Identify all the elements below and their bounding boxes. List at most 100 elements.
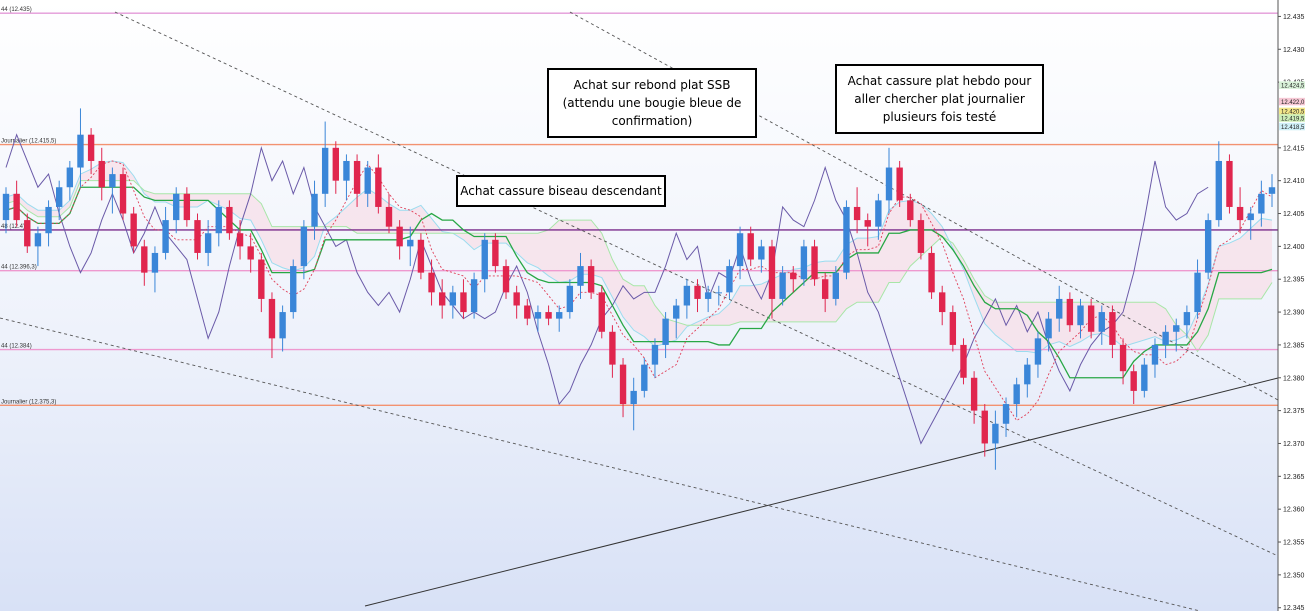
candle-up [343, 160, 350, 181]
candle-up [77, 134, 84, 168]
candle-down [385, 206, 393, 227]
candle-down [247, 246, 254, 260]
y-tick-label: 12.390 [1283, 310, 1305, 317]
trendline-descending-1 [114, 11, 1279, 557]
y-axis-background [1279, 0, 1306, 611]
candle-up [1013, 384, 1020, 405]
candle-up [1098, 312, 1105, 332]
annotation-line: aller chercher plat journalier [854, 92, 1025, 106]
candle-down [119, 174, 127, 214]
level-label: 48 (12.4) [1, 224, 25, 230]
candle-down [619, 364, 627, 405]
candle-down [821, 279, 829, 299]
y-tick-label: 12.415 [1283, 145, 1305, 152]
y-tick-label: 12.410 [1283, 178, 1305, 185]
level-label: Journalier (12.375,3) [1, 399, 56, 405]
candle-up [2, 193, 10, 221]
candle-up [321, 147, 329, 194]
candle-down [183, 193, 191, 221]
candle-up [800, 246, 808, 280]
candle-up [215, 206, 222, 234]
price-tag-label: 12.424,5 [1281, 83, 1305, 89]
y-tick-label: 12.365 [1283, 474, 1305, 481]
y-tick-label: 12.395 [1283, 277, 1305, 284]
candle-up [662, 318, 669, 345]
candle-down [694, 285, 701, 299]
candle-down [928, 252, 935, 293]
candle-down [970, 377, 978, 411]
level-label: Journalier (12.415,5) [1, 139, 56, 145]
candle-up [34, 233, 42, 247]
candle-up [470, 279, 478, 313]
candle-down [1066, 298, 1074, 326]
candle-down [258, 259, 265, 299]
candle-up [1141, 364, 1148, 391]
candle-up [534, 312, 542, 319]
chikou-span-line [5, 133, 1209, 445]
candle-down [939, 292, 946, 313]
price-tag-label: 12.422,0 [1281, 100, 1305, 106]
candle-down [396, 226, 403, 247]
annotation-line: plusieurs fois testé [882, 110, 997, 124]
price-tag-label: 12.418,5 [1281, 125, 1305, 131]
candle-up [875, 200, 882, 227]
y-tick-label: 12.370 [1283, 441, 1305, 448]
candle-up [1077, 305, 1084, 326]
candle-up [364, 167, 371, 194]
annotation-line: Achat cassure biseau descendant [460, 184, 662, 198]
y-tick-label: 12.380 [1283, 375, 1305, 382]
candle-up [704, 292, 712, 299]
annotation-line: confirmation) [611, 114, 693, 128]
y-tick-label: 12.375 [1283, 408, 1305, 415]
candle-up [726, 266, 733, 293]
candle-up [45, 206, 52, 234]
price-tag-label: 12.419,5 [1281, 116, 1305, 122]
candle-down [949, 312, 957, 345]
y-tick-label: 12.345 [1283, 605, 1305, 611]
candle-up [151, 252, 159, 273]
candle-up [651, 344, 659, 365]
candle-down [907, 200, 914, 221]
price-tag-box [1279, 122, 1305, 131]
candle-up [566, 285, 574, 313]
level-label: 44 (12.396,3) [1, 265, 37, 271]
y-tick-label: 12.400 [1283, 244, 1305, 251]
candle-up [630, 390, 637, 405]
candle-down [960, 344, 967, 378]
y-tick-label: 12.350 [1283, 572, 1305, 579]
y-tick-label: 12.360 [1283, 507, 1305, 514]
candle-down [24, 220, 31, 247]
candle-down [587, 266, 595, 293]
candle-up [109, 174, 116, 188]
candle-up [843, 206, 850, 273]
price-tag-box [1279, 114, 1305, 122]
candle-down [524, 305, 531, 319]
candle-up [1002, 404, 1010, 424]
candle-up [1183, 312, 1191, 326]
candle-up [311, 193, 318, 227]
candle-down [1130, 371, 1137, 391]
price-tag-label: 12.420,5 [1281, 110, 1305, 116]
candle-down [1109, 312, 1116, 345]
candle-up [1056, 298, 1063, 319]
candle-up [204, 233, 212, 253]
candle-down [853, 206, 861, 221]
candle-down [13, 193, 20, 221]
candle-up [66, 167, 74, 188]
level-label: 44 (12.384) [1, 344, 32, 350]
y-tick-label: 12.355 [1283, 540, 1305, 547]
candle-down [896, 167, 903, 201]
price-tag-box [1279, 107, 1305, 116]
candle-up [1173, 325, 1180, 332]
candle-up [449, 292, 457, 306]
annotation-line: (attendu une bougie bleue de [562, 96, 742, 110]
trendline-descending-3 [0, 317, 1201, 611]
candle-up [1034, 338, 1042, 365]
candle-down [609, 331, 616, 365]
candle-down [492, 239, 499, 267]
candle-down [460, 292, 467, 313]
candle-up [779, 272, 786, 299]
annotation-achat-cassure-plat-hebdo: Achat cassure plat hebdo pour aller cher… [835, 64, 1044, 134]
candle-up [1194, 272, 1201, 313]
candle-up [577, 266, 584, 286]
